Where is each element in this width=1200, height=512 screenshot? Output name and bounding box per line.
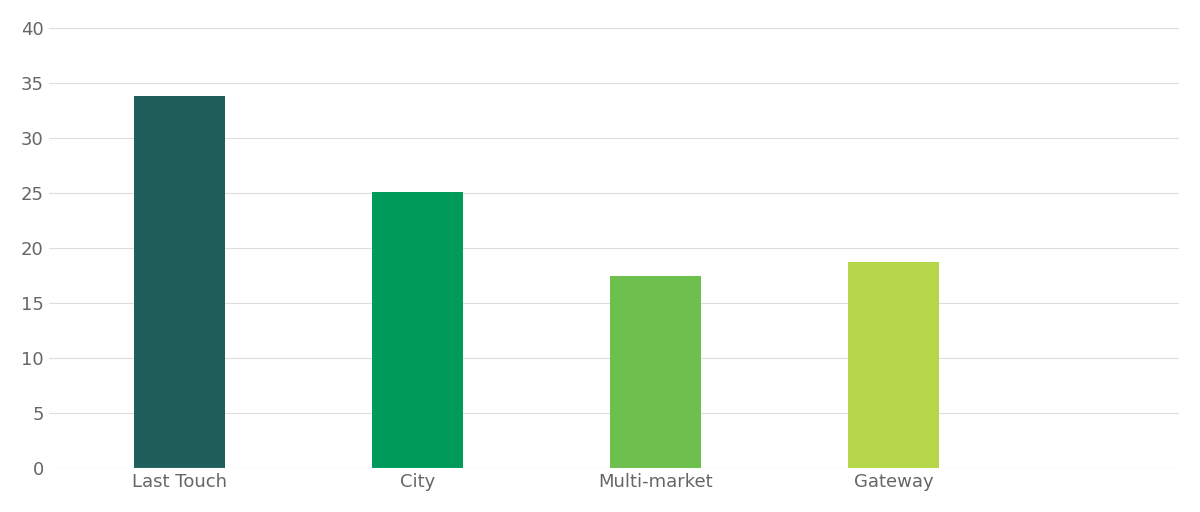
Bar bbox=[372, 192, 463, 468]
Bar bbox=[848, 262, 938, 468]
Bar bbox=[134, 96, 224, 468]
Bar bbox=[611, 275, 701, 468]
